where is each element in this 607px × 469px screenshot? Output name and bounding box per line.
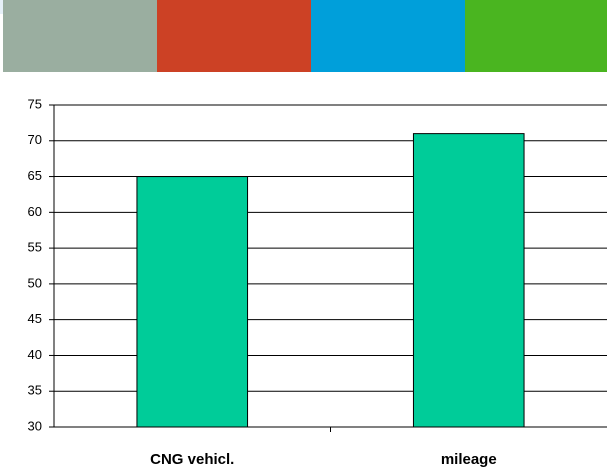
y-tick-label: 60 <box>28 204 42 219</box>
band-gray <box>3 0 157 72</box>
y-tick-label: 35 <box>28 383 42 398</box>
bar <box>136 176 249 428</box>
y-tick-label: 40 <box>28 347 42 362</box>
band-green <box>465 0 607 72</box>
y-tick-label: 70 <box>28 132 42 147</box>
y-tick-label: 45 <box>28 311 42 326</box>
band-blue <box>311 0 465 72</box>
y-tick-label: 55 <box>28 240 42 255</box>
band-red <box>157 0 311 72</box>
bar <box>412 133 525 428</box>
header-band <box>0 0 607 72</box>
y-tick-label: 50 <box>28 275 42 290</box>
x-tick-label: CNG vehicl. <box>150 451 234 468</box>
y-tick-label: 65 <box>28 168 42 183</box>
x-tick-label: mileage <box>441 451 497 468</box>
y-tick-label: 30 <box>28 418 42 433</box>
y-tick-label: 75 <box>28 96 42 111</box>
